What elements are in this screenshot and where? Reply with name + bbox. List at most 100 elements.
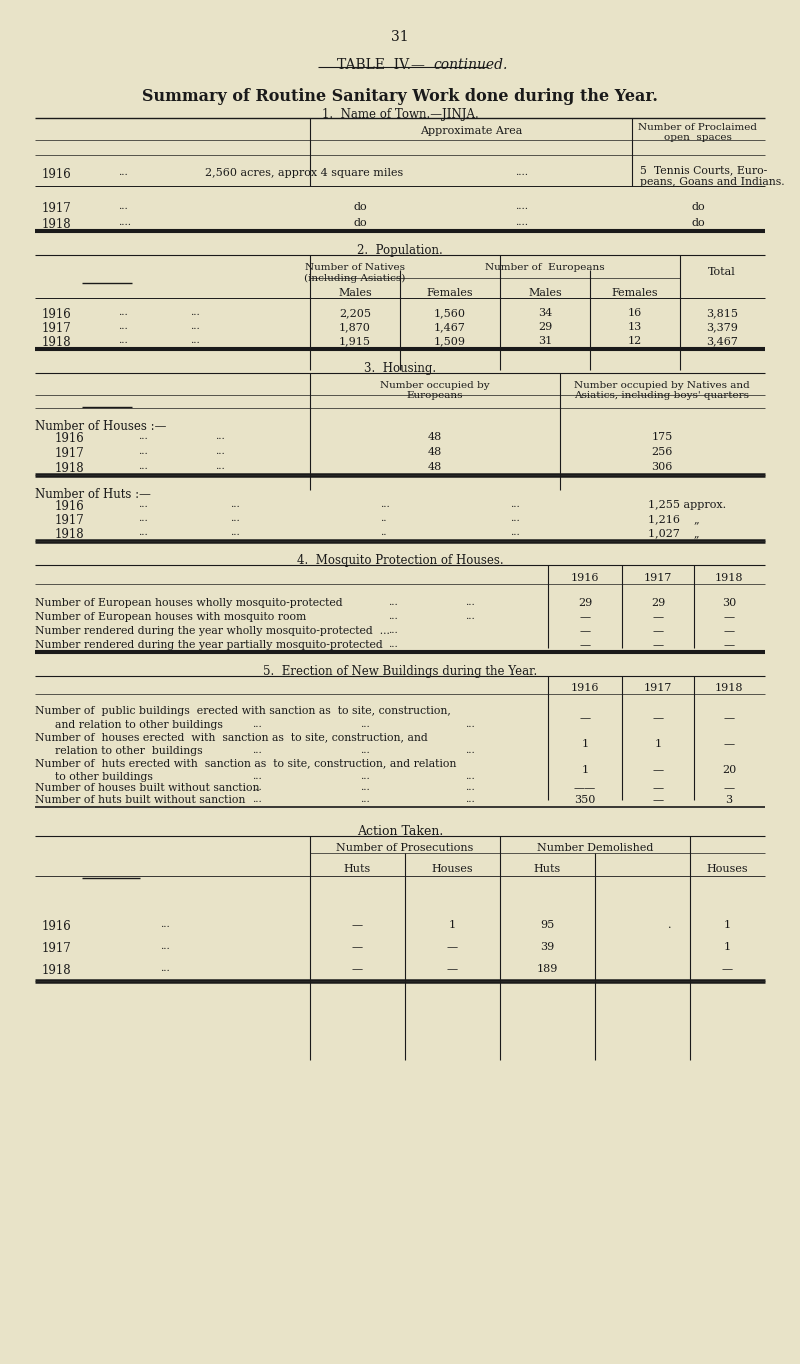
Text: .: . xyxy=(668,919,672,930)
Text: 4.  Mosquito Protection of Houses.: 4. Mosquito Protection of Houses. xyxy=(297,554,503,567)
Text: 31: 31 xyxy=(538,336,552,346)
Text: 1916: 1916 xyxy=(570,573,599,582)
Text: —: — xyxy=(351,964,362,974)
Text: 34: 34 xyxy=(538,308,552,318)
Text: ...: ... xyxy=(360,746,370,756)
Text: Number rendered during the year wholly mosquito-protected  ...: Number rendered during the year wholly m… xyxy=(35,626,390,636)
Text: Summary of Routine Sanitary Work done during the Year.: Summary of Routine Sanitary Work done du… xyxy=(142,89,658,105)
Text: —: — xyxy=(579,640,590,651)
Text: ....: .... xyxy=(515,202,528,211)
Text: 189: 189 xyxy=(536,964,558,974)
Text: Huts: Huts xyxy=(343,863,370,874)
Text: 1,467: 1,467 xyxy=(434,322,466,331)
Text: ...: ... xyxy=(465,597,474,607)
Text: 39: 39 xyxy=(540,943,554,952)
Text: ...: ... xyxy=(118,336,128,345)
Text: —: — xyxy=(722,964,733,974)
Text: —: — xyxy=(653,713,663,723)
Text: 1918: 1918 xyxy=(55,462,85,475)
Text: —: — xyxy=(653,612,663,622)
Text: ...: ... xyxy=(465,612,474,621)
Text: do: do xyxy=(691,218,705,228)
Text: ...: ... xyxy=(360,772,370,782)
Text: Number of  public buildings  erected with sanction as  to site, construction,: Number of public buildings erected with … xyxy=(35,707,451,716)
Text: Houses: Houses xyxy=(431,863,473,874)
Text: —: — xyxy=(446,943,458,952)
Text: Number of Huts :—: Number of Huts :— xyxy=(35,488,151,501)
Text: —: — xyxy=(351,919,362,930)
Text: —: — xyxy=(723,713,734,723)
Text: Females: Females xyxy=(426,288,474,297)
Text: Number occupied by Natives and
Asiatics, including boys' quarters: Number occupied by Natives and Asiatics,… xyxy=(574,381,750,401)
Text: Houses: Houses xyxy=(706,863,748,874)
Text: —: — xyxy=(579,626,590,636)
Text: 1: 1 xyxy=(449,919,455,930)
Text: Number of  huts erected with  sanction as  to site, construction, and relation: Number of huts erected with sanction as … xyxy=(35,758,456,768)
Text: Number of  houses erected  with  sanction as  to site, construction, and: Number of houses erected with sanction a… xyxy=(35,732,428,742)
Text: 1917: 1917 xyxy=(55,514,85,527)
Text: Total: Total xyxy=(708,267,736,277)
Text: 1916: 1916 xyxy=(42,168,72,181)
Text: 1917: 1917 xyxy=(644,573,672,582)
Text: 350: 350 xyxy=(574,795,596,805)
Text: ...: ... xyxy=(252,795,262,803)
Text: Number of huts built without sanction: Number of huts built without sanction xyxy=(35,795,246,805)
Text: 1916: 1916 xyxy=(570,683,599,693)
Text: ...: ... xyxy=(118,168,128,177)
Text: 3,467: 3,467 xyxy=(706,336,738,346)
Text: ...: ... xyxy=(118,202,128,211)
Text: 1918: 1918 xyxy=(714,573,743,582)
Text: —: — xyxy=(579,713,590,723)
Text: Number of  Europeans: Number of Europeans xyxy=(485,263,605,271)
Text: Males: Males xyxy=(528,288,562,297)
Text: —: — xyxy=(723,739,734,749)
Text: —: — xyxy=(653,765,663,775)
Text: ...: ... xyxy=(118,308,128,316)
Text: 13: 13 xyxy=(628,322,642,331)
Text: 3.  Housing.: 3. Housing. xyxy=(364,361,436,375)
Text: 2,205: 2,205 xyxy=(339,308,371,318)
Text: ...: ... xyxy=(380,501,390,509)
Text: —: — xyxy=(723,626,734,636)
Text: 1,560: 1,560 xyxy=(434,308,466,318)
Text: Females: Females xyxy=(612,288,658,297)
Text: ...: ... xyxy=(230,514,240,522)
Text: ...: ... xyxy=(252,746,262,756)
Text: 16: 16 xyxy=(628,308,642,318)
Text: Number of houses built without sanction: Number of houses built without sanction xyxy=(35,783,259,792)
Text: 1916: 1916 xyxy=(55,501,85,513)
Text: ...: ... xyxy=(118,322,128,331)
Text: ...: ... xyxy=(190,308,200,316)
Text: ...: ... xyxy=(160,943,170,951)
Text: Number of European houses with mosquito room: Number of European houses with mosquito … xyxy=(35,612,306,622)
Text: —: — xyxy=(653,640,663,651)
Text: ...: ... xyxy=(230,528,240,537)
Text: ...: ... xyxy=(388,640,398,649)
Text: 256: 256 xyxy=(651,447,673,457)
Text: ——: —— xyxy=(574,783,596,792)
Text: ...: ... xyxy=(138,501,148,509)
Text: 3,815: 3,815 xyxy=(706,308,738,318)
Text: Action Taken.: Action Taken. xyxy=(357,825,443,837)
Text: —: — xyxy=(723,612,734,622)
Text: 1: 1 xyxy=(723,919,730,930)
Text: 1918: 1918 xyxy=(55,528,85,542)
Text: ..: .. xyxy=(380,514,386,522)
Text: Number occupied by
Europeans: Number occupied by Europeans xyxy=(380,381,490,401)
Text: 1917: 1917 xyxy=(42,943,72,955)
Text: ...: ... xyxy=(215,432,225,441)
Text: Number of European houses wholly mosquito-protected: Number of European houses wholly mosquit… xyxy=(35,597,342,608)
Text: ...: ... xyxy=(138,528,148,537)
Text: ...: ... xyxy=(215,462,225,471)
Text: 5  Tennis Courts, Euro-
peans, Goans and Indians.: 5 Tennis Courts, Euro- peans, Goans and … xyxy=(640,165,785,187)
Text: do: do xyxy=(353,218,367,228)
Text: 2.  Population.: 2. Population. xyxy=(357,244,443,256)
Text: ...: ... xyxy=(360,783,370,792)
Text: 1: 1 xyxy=(582,739,589,749)
Text: 29: 29 xyxy=(578,597,592,608)
Text: 1,915: 1,915 xyxy=(339,336,371,346)
Text: TABLE  IV.—: TABLE IV.— xyxy=(337,59,425,72)
Text: 48: 48 xyxy=(428,462,442,472)
Text: —: — xyxy=(653,783,663,792)
Text: 1: 1 xyxy=(582,765,589,775)
